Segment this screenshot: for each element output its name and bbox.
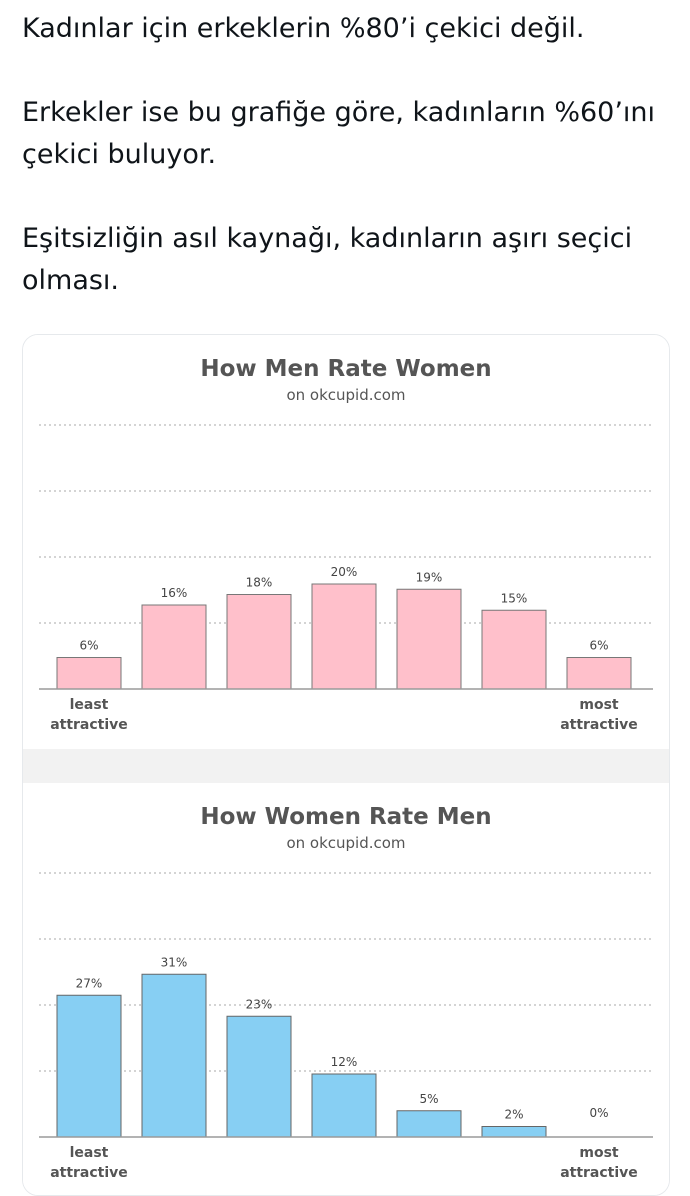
data-label: 2% (504, 1108, 523, 1122)
data-label: 18% (246, 576, 273, 590)
bar (141, 604, 207, 690)
bar (226, 594, 292, 690)
data-label: 0% (589, 1106, 608, 1120)
bar (311, 1073, 377, 1138)
bar (566, 657, 632, 690)
bar-chart-men-rate-women: How Men Rate Women on okcupid.com 6% 16% 18%… (39, 356, 653, 733)
bar (141, 973, 207, 1138)
bar (396, 1110, 462, 1138)
data-label: 23% (246, 997, 273, 1011)
data-label: 15% (501, 591, 528, 605)
x-tick-label-most-attractive: attractive (560, 1165, 638, 1181)
data-label: 6% (79, 639, 98, 653)
bar (56, 994, 122, 1138)
tweet-paragraph: Erkekler ise bu grafiğe göre, kadınların… (22, 97, 656, 170)
chart-subtitle: on okcupid.com (286, 386, 405, 404)
x-tick-label-least-attractive: least (70, 697, 109, 713)
chart-panel-women-rate-men: How Women Rate Men on okcupid.com 27% 31% 23… (23, 783, 669, 1195)
data-label: 19% (416, 570, 443, 584)
bar (226, 1015, 292, 1138)
bar (311, 583, 377, 690)
data-label: 12% (331, 1055, 358, 1069)
x-tick-label-most-attractive: most (579, 1145, 619, 1161)
tweet-paragraph: Kadınlar için erkeklerin %80’i çekici de… (22, 13, 585, 44)
chart-title: How Women Rate Men (200, 804, 491, 830)
bar (481, 1126, 547, 1138)
bar (56, 657, 122, 690)
x-tick-label-most-attractive: most (579, 697, 619, 713)
data-label: 31% (161, 955, 188, 969)
x-tick-label-least-attractive: least (70, 1145, 109, 1161)
data-label: 20% (331, 565, 358, 579)
bar (481, 609, 547, 690)
x-tick-label-least-attractive: attractive (50, 1165, 128, 1181)
bar (396, 588, 462, 690)
tweet-media-card[interactable]: How Men Rate Women on okcupid.com 6% 16% 18%… (22, 334, 670, 1196)
chart-subtitle: on okcupid.com (286, 834, 405, 852)
x-tick-label-least-attractive: attractive (50, 717, 128, 733)
data-label: 27% (76, 976, 103, 990)
chart-title: How Men Rate Women (200, 356, 491, 382)
x-tick-label-most-attractive: attractive (560, 717, 638, 733)
data-label: 6% (589, 639, 608, 653)
panel-divider (23, 749, 669, 783)
tweet-paragraph: Eşitsizliğin asıl kaynağı, kadınların aş… (22, 223, 633, 296)
data-label: 16% (161, 586, 188, 600)
data-label: 5% (419, 1092, 438, 1106)
tweet-text: Kadınlar için erkeklerin %80’i çekici de… (22, 8, 662, 302)
chart-panel-men-rate-women: How Men Rate Women on okcupid.com 6% 16% 18%… (23, 335, 669, 749)
bar-chart-women-rate-men: How Women Rate Men on okcupid.com 27% 31% 23… (39, 804, 653, 1181)
